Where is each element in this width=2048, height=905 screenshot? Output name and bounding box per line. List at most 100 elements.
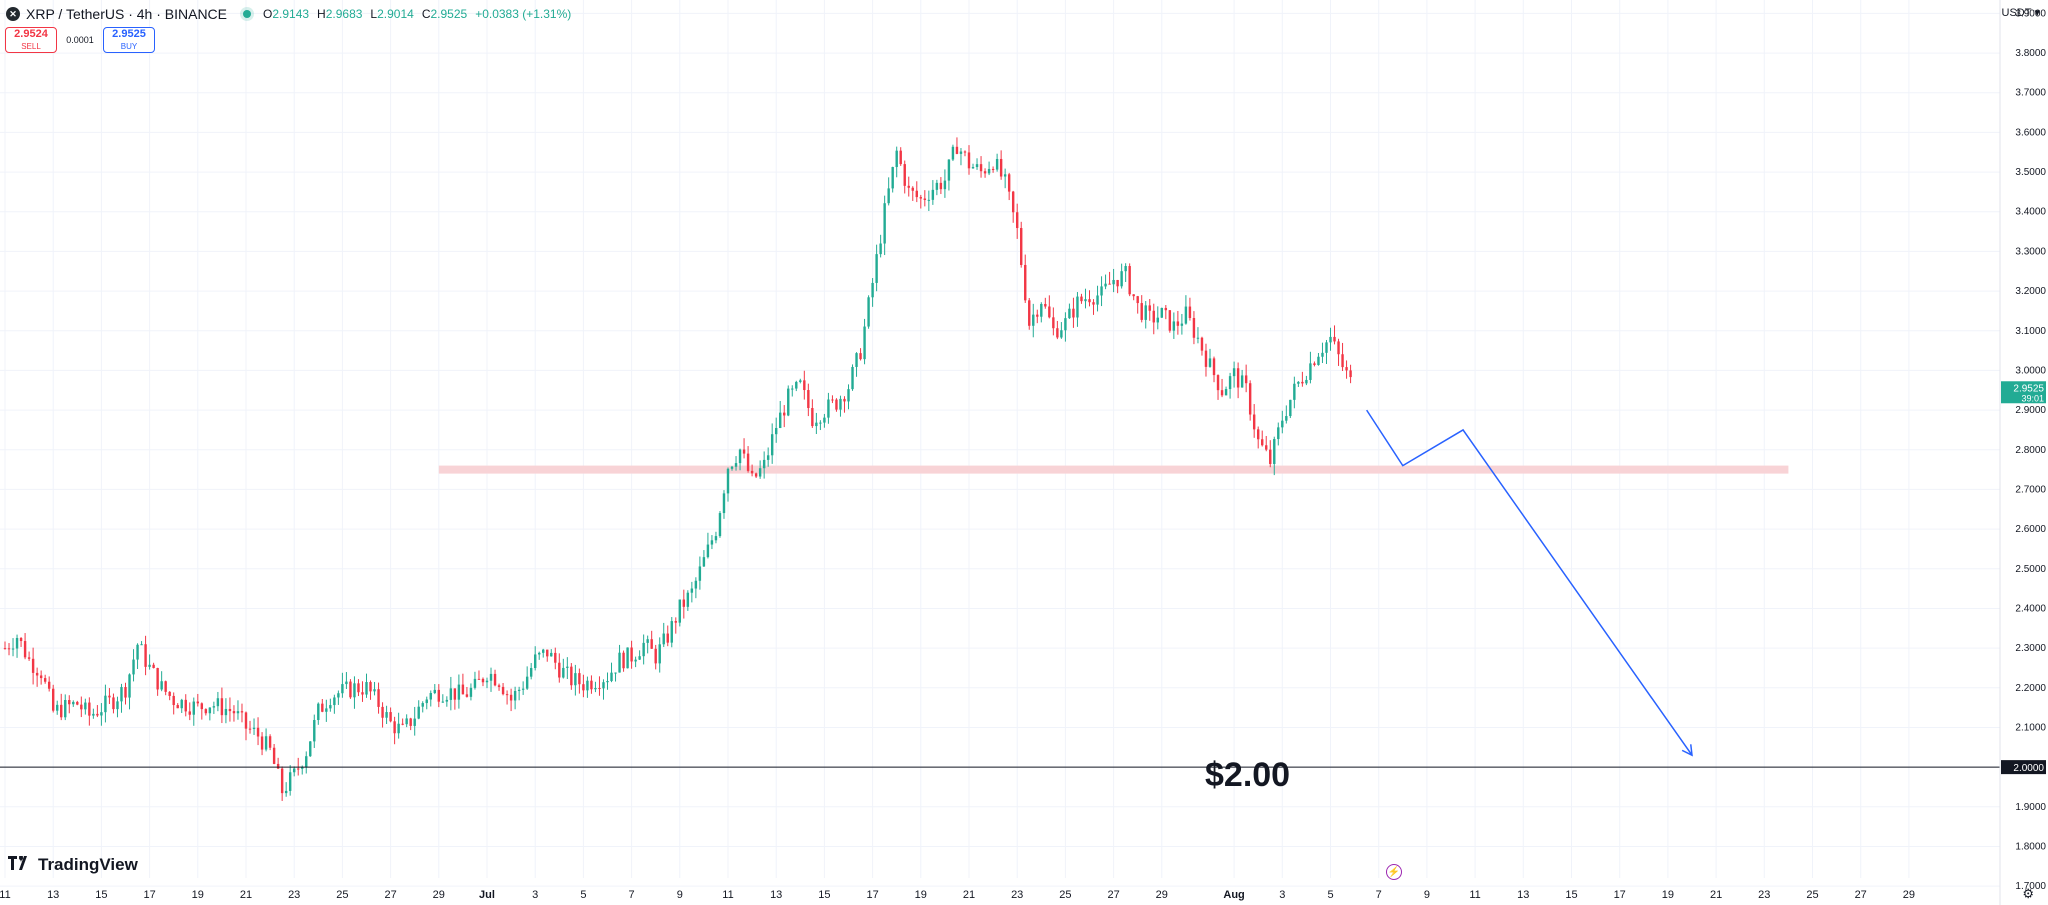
candle-body <box>835 399 838 410</box>
x-tick-label: 29 <box>433 889 445 901</box>
candle-body <box>1060 330 1063 338</box>
candle-body <box>1261 439 1264 446</box>
candle-body <box>517 689 521 691</box>
candle-body <box>449 688 453 700</box>
candle-body <box>1265 445 1268 450</box>
candle-body <box>1329 336 1332 343</box>
candle-body <box>542 649 545 653</box>
candle-body <box>991 168 995 170</box>
candle-body <box>807 390 810 409</box>
candle-body <box>244 712 248 729</box>
symbol-title[interactable]: XRP / TetherUS · 4h · BINANCE <box>26 6 227 22</box>
candle-body <box>634 659 637 662</box>
x-tick-label: 15 <box>95 889 107 901</box>
close-value: 2.9525 <box>430 7 468 21</box>
y-tick-label: 3.9000 <box>2015 8 2046 19</box>
lightning-icon[interactable]: ⚡ <box>1386 864 1402 880</box>
candle-body <box>224 708 228 716</box>
candle-body <box>47 681 51 689</box>
x-tick-label: 11 <box>722 889 733 901</box>
candle-body <box>397 723 400 734</box>
candle-body <box>192 701 195 715</box>
currency-selector[interactable]: USDT ▾ <box>2001 6 2040 20</box>
y-tick-label: 3.1000 <box>2015 326 2046 337</box>
last-price-label: 2.9525 <box>2013 383 2044 394</box>
target-price-annotation[interactable]: $2.00 <box>1205 756 1291 794</box>
candle-body <box>1020 228 1023 265</box>
candle-body <box>1317 356 1320 365</box>
candle-body <box>1116 279 1119 287</box>
candle-body <box>329 705 332 709</box>
x-tick-label: Aug <box>1223 889 1244 901</box>
candle-body <box>401 723 404 725</box>
candle-body <box>497 685 501 687</box>
candle-body <box>650 639 653 649</box>
candle-body <box>100 712 103 716</box>
candle-body <box>1036 314 1039 317</box>
candle-body <box>871 282 874 298</box>
currency-label: USDT <box>2001 6 2032 19</box>
candle-body <box>19 637 23 642</box>
candle-body <box>690 588 694 593</box>
sell-button[interactable]: 2.9524 SELL <box>5 27 57 53</box>
candle-body <box>702 557 706 567</box>
buy-button[interactable]: 2.9525 BUY <box>103 27 155 53</box>
candle-body <box>172 695 175 706</box>
candle-body <box>598 687 601 689</box>
candle-body <box>485 680 489 683</box>
y-tick-label: 2.9000 <box>2015 405 2046 416</box>
candle-body <box>1180 323 1184 326</box>
candle-body <box>762 459 766 469</box>
support-zone <box>438 465 1789 474</box>
candle-body <box>927 199 931 201</box>
candle-body <box>429 693 432 700</box>
candle-body <box>164 681 167 692</box>
market-open-status-icon <box>243 10 251 18</box>
candle-body <box>614 672 617 674</box>
candle-body <box>855 353 858 367</box>
y-tick-label: 3.2000 <box>2015 286 2046 297</box>
candle-body <box>1080 296 1083 302</box>
candle-body <box>232 711 236 714</box>
candle-body <box>1100 286 1103 296</box>
candle-body <box>425 699 428 704</box>
candle-body <box>754 473 758 477</box>
y-tick-label: 2.8000 <box>2015 445 2046 456</box>
candle-body <box>465 694 469 697</box>
candle-body <box>1024 264 1027 301</box>
y-tick-label: 3.4000 <box>2015 207 2046 218</box>
candle-body <box>417 706 420 719</box>
candle-body <box>975 164 979 168</box>
candle-body <box>758 468 762 477</box>
candle-body <box>642 642 645 657</box>
candle-body <box>469 687 473 697</box>
buy-label: BUY <box>120 41 138 51</box>
candle-body <box>963 151 967 153</box>
candle-body <box>409 718 412 726</box>
candle-body <box>999 158 1003 177</box>
candle-body <box>140 644 143 646</box>
candle-body <box>939 182 943 190</box>
candle-body <box>216 698 220 707</box>
candle-body <box>381 706 384 718</box>
candle-body <box>815 422 818 427</box>
candle-body <box>879 243 882 255</box>
gear-icon[interactable]: ⚙ <box>2022 886 2034 901</box>
candle-body <box>1176 321 1180 326</box>
candle-body <box>983 171 987 174</box>
candle-body <box>646 639 649 643</box>
y-tick-label: 1.8000 <box>2015 841 2046 852</box>
candle-body <box>136 644 139 660</box>
candle-body <box>887 188 890 204</box>
candle-body <box>144 644 147 667</box>
candle-body <box>662 633 665 645</box>
candle-body <box>1196 337 1200 339</box>
candle-body <box>1056 328 1059 338</box>
candle-body <box>770 434 774 456</box>
candle-body <box>60 704 63 718</box>
candle-body <box>337 693 340 698</box>
candle-body <box>288 772 292 791</box>
tradingview-brand[interactable]: TradingView <box>8 855 138 875</box>
candle-body <box>1212 358 1216 376</box>
